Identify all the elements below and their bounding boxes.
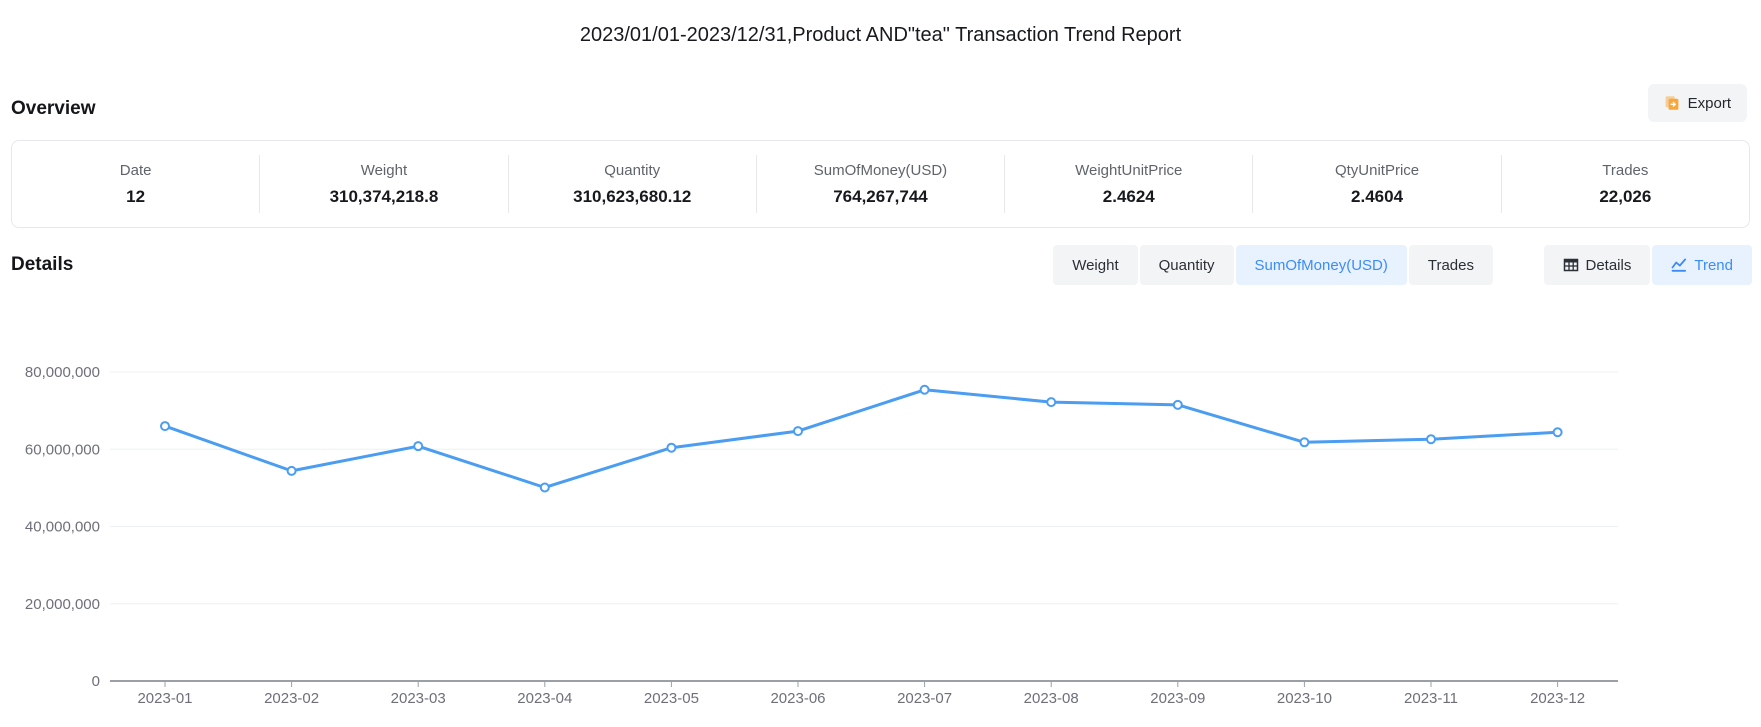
x-axis-label: 2023-01 [137, 690, 192, 707]
x-axis-label: 2023-03 [391, 690, 446, 707]
stat-label: Weight [360, 161, 408, 179]
stat-value: 310,374,218.8 [329, 186, 439, 206]
data-point-2023-12[interactable] [1552, 427, 1563, 438]
details-heading: Details [11, 254, 74, 275]
stat-value: 22,026 [1599, 186, 1652, 206]
data-point-2023-09[interactable] [1172, 399, 1183, 410]
tab-weight[interactable]: Weight [1053, 245, 1138, 285]
data-point-2023-10[interactable] [1299, 437, 1310, 448]
export-icon [1664, 95, 1680, 111]
overview-heading: Overview [11, 98, 96, 119]
stat-trades: Trades 22,026 [1502, 141, 1749, 227]
y-axis-label: 0 [92, 673, 100, 690]
divider [1004, 155, 1006, 213]
stat-label: SumOfMoney(USD) [813, 161, 948, 179]
divider [1500, 155, 1502, 213]
data-point-2023-07[interactable] [919, 384, 930, 395]
export-button-label: Export [1687, 94, 1731, 112]
tab-label: SumOfMoney(USD) [1254, 256, 1388, 274]
stat-quantity: Quantity 310,623,680.12 [509, 141, 756, 227]
tab-trades[interactable]: Trades [1408, 245, 1493, 285]
x-axis-label: 2023-11 [1404, 690, 1458, 707]
data-point-2023-06[interactable] [793, 426, 803, 437]
stat-label: QtyUnitPrice [1334, 161, 1420, 179]
x-axis-label: 2023-05 [644, 690, 699, 707]
x-axis-label: 2023-08 [1024, 690, 1079, 707]
divider [259, 155, 261, 213]
stat-label: Date [119, 161, 152, 179]
x-axis-label: 2023-09 [1150, 690, 1205, 707]
y-axis-label: 60,000,000 [25, 441, 100, 458]
x-axis-label: 2023-04 [517, 690, 572, 707]
divider [507, 155, 509, 213]
table-icon [1563, 257, 1579, 273]
stat-value: 310,623,680.12 [573, 186, 692, 206]
stat-label: WeightUnitPrice [1075, 161, 1183, 179]
stat-date: Date 12 [12, 141, 259, 227]
stat-value: 12 [126, 186, 146, 206]
view-trend-button[interactable]: Trend [1652, 245, 1752, 285]
tab-quantity[interactable]: Quantity [1139, 245, 1234, 285]
tab-label: Weight [1072, 256, 1119, 274]
data-point-2023-01[interactable] [160, 421, 170, 432]
stat-weight: Weight 310,374,218.8 [260, 141, 507, 227]
stat-value: 2.4604 [1351, 186, 1404, 206]
y-axis-label: 20,000,000 [25, 596, 100, 613]
tab-label: Trades [1427, 256, 1474, 274]
data-point-2023-02[interactable] [286, 465, 297, 476]
stat-label: Trades [1602, 161, 1649, 179]
x-axis-label: 2023-10 [1277, 690, 1332, 707]
divider [1252, 155, 1254, 213]
x-axis-label: 2023-12 [1530, 690, 1585, 707]
trend-chart: 0 20,000,000 40,000,000 60,000,000 80,000,00… [0, 290, 1761, 720]
data-point-2023-04[interactable] [539, 482, 550, 493]
stat-weight-unit-price: WeightUnitPrice 2.4624 [1005, 141, 1252, 227]
x-axis-label: 2023-02 [264, 690, 319, 707]
export-button[interactable]: Export [1647, 84, 1747, 122]
y-axis-label: 40,000,000 [25, 519, 100, 536]
page-title: 2023/01/01-2023/12/31,Product AND"tea" T… [579, 24, 1182, 46]
view-toggle-group: Details Trend [1543, 245, 1752, 285]
data-point-2023-05[interactable] [666, 442, 677, 453]
trend-chart-svg: 0 20,000,000 40,000,000 60,000,000 80,000,00… [25, 364, 1618, 707]
stat-label: Quantity [604, 161, 661, 179]
stat-value: 764,267,744 [833, 186, 928, 206]
metric-tab-group: Weight Quantity SumOfMoney(USD) Trades [1053, 245, 1493, 285]
stat-value: 2.4624 [1102, 186, 1155, 206]
stat-qty-unit-price: QtyUnitPrice 2.4604 [1253, 141, 1500, 227]
tab-label: Quantity [1158, 256, 1215, 274]
stat-sum-of-money: SumOfMoney(USD) 764,267,744 [757, 141, 1004, 227]
overview-stats-bar: Date 12 Weight 310,374,218.8 Quantity 31… [11, 140, 1750, 228]
y-axis-label: 80,000,000 [25, 364, 100, 381]
view-details-button[interactable]: Details [1543, 245, 1651, 285]
data-point-2023-03[interactable] [413, 441, 424, 452]
data-point-2023-08[interactable] [1046, 397, 1057, 408]
tab-sum-of-money[interactable]: SumOfMoney(USD) [1235, 245, 1407, 285]
x-axis-label: 2023-07 [897, 690, 952, 707]
data-point-2023-11[interactable] [1426, 434, 1436, 445]
trend-line [163, 388, 1560, 489]
view-button-label: Details [1585, 256, 1632, 274]
line-chart-icon [1671, 257, 1687, 273]
view-button-label: Trend [1694, 256, 1733, 274]
divider [755, 155, 757, 213]
x-axis-label: 2023-06 [770, 690, 825, 707]
